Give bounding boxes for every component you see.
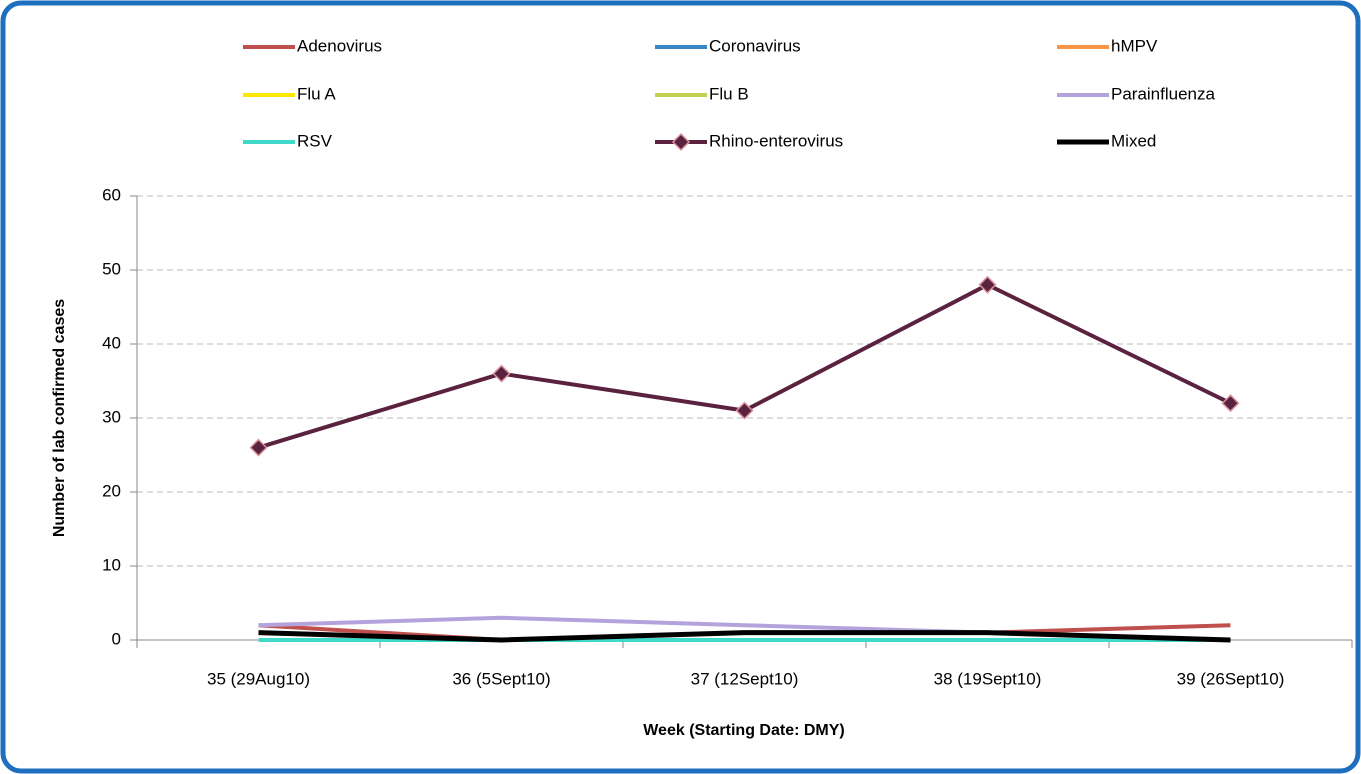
y-tick-label: 30 — [102, 407, 121, 426]
data-point — [1221, 394, 1240, 413]
x-tick-label: 38 (19Sept10) — [934, 669, 1042, 688]
y-tick-label: 40 — [102, 333, 121, 352]
legend-label: Adenovirus — [297, 36, 382, 55]
legend-marker — [671, 132, 691, 152]
series-line — [258, 630, 1231, 643]
y-axis-title: Number of lab confirmed cases — [51, 299, 68, 537]
data-point — [249, 438, 268, 457]
data-point — [492, 364, 511, 383]
y-tick-label: 60 — [102, 185, 121, 204]
legend-label: Mixed — [1111, 131, 1156, 150]
x-tick-label: 36 (5Sept10) — [452, 669, 550, 688]
legend-label: Coronavirus — [709, 36, 801, 55]
y-tick-label: 10 — [102, 555, 121, 574]
y-tick-label: 50 — [102, 259, 121, 278]
data-point — [978, 275, 997, 294]
legend-label: Parainfluenza — [1111, 84, 1216, 103]
legend-label: Rhino-enterovirus — [709, 131, 843, 150]
x-axis-title: Week (Starting Date: DMY) — [643, 722, 845, 739]
legend-label: Flu B — [709, 84, 749, 103]
legend-label: RSV — [297, 131, 333, 150]
legend-label: hMPV — [1111, 36, 1158, 55]
x-tick-label: 37 (12Sept10) — [691, 669, 799, 688]
x-tick-label: 39 (26Sept10) — [1177, 669, 1285, 688]
y-tick-label: 20 — [102, 481, 121, 500]
x-tick-label: 35 (29Aug10) — [207, 669, 310, 688]
y-tick-label: 0 — [112, 629, 121, 648]
legend-label: Flu A — [297, 84, 336, 103]
data-point — [735, 401, 754, 420]
